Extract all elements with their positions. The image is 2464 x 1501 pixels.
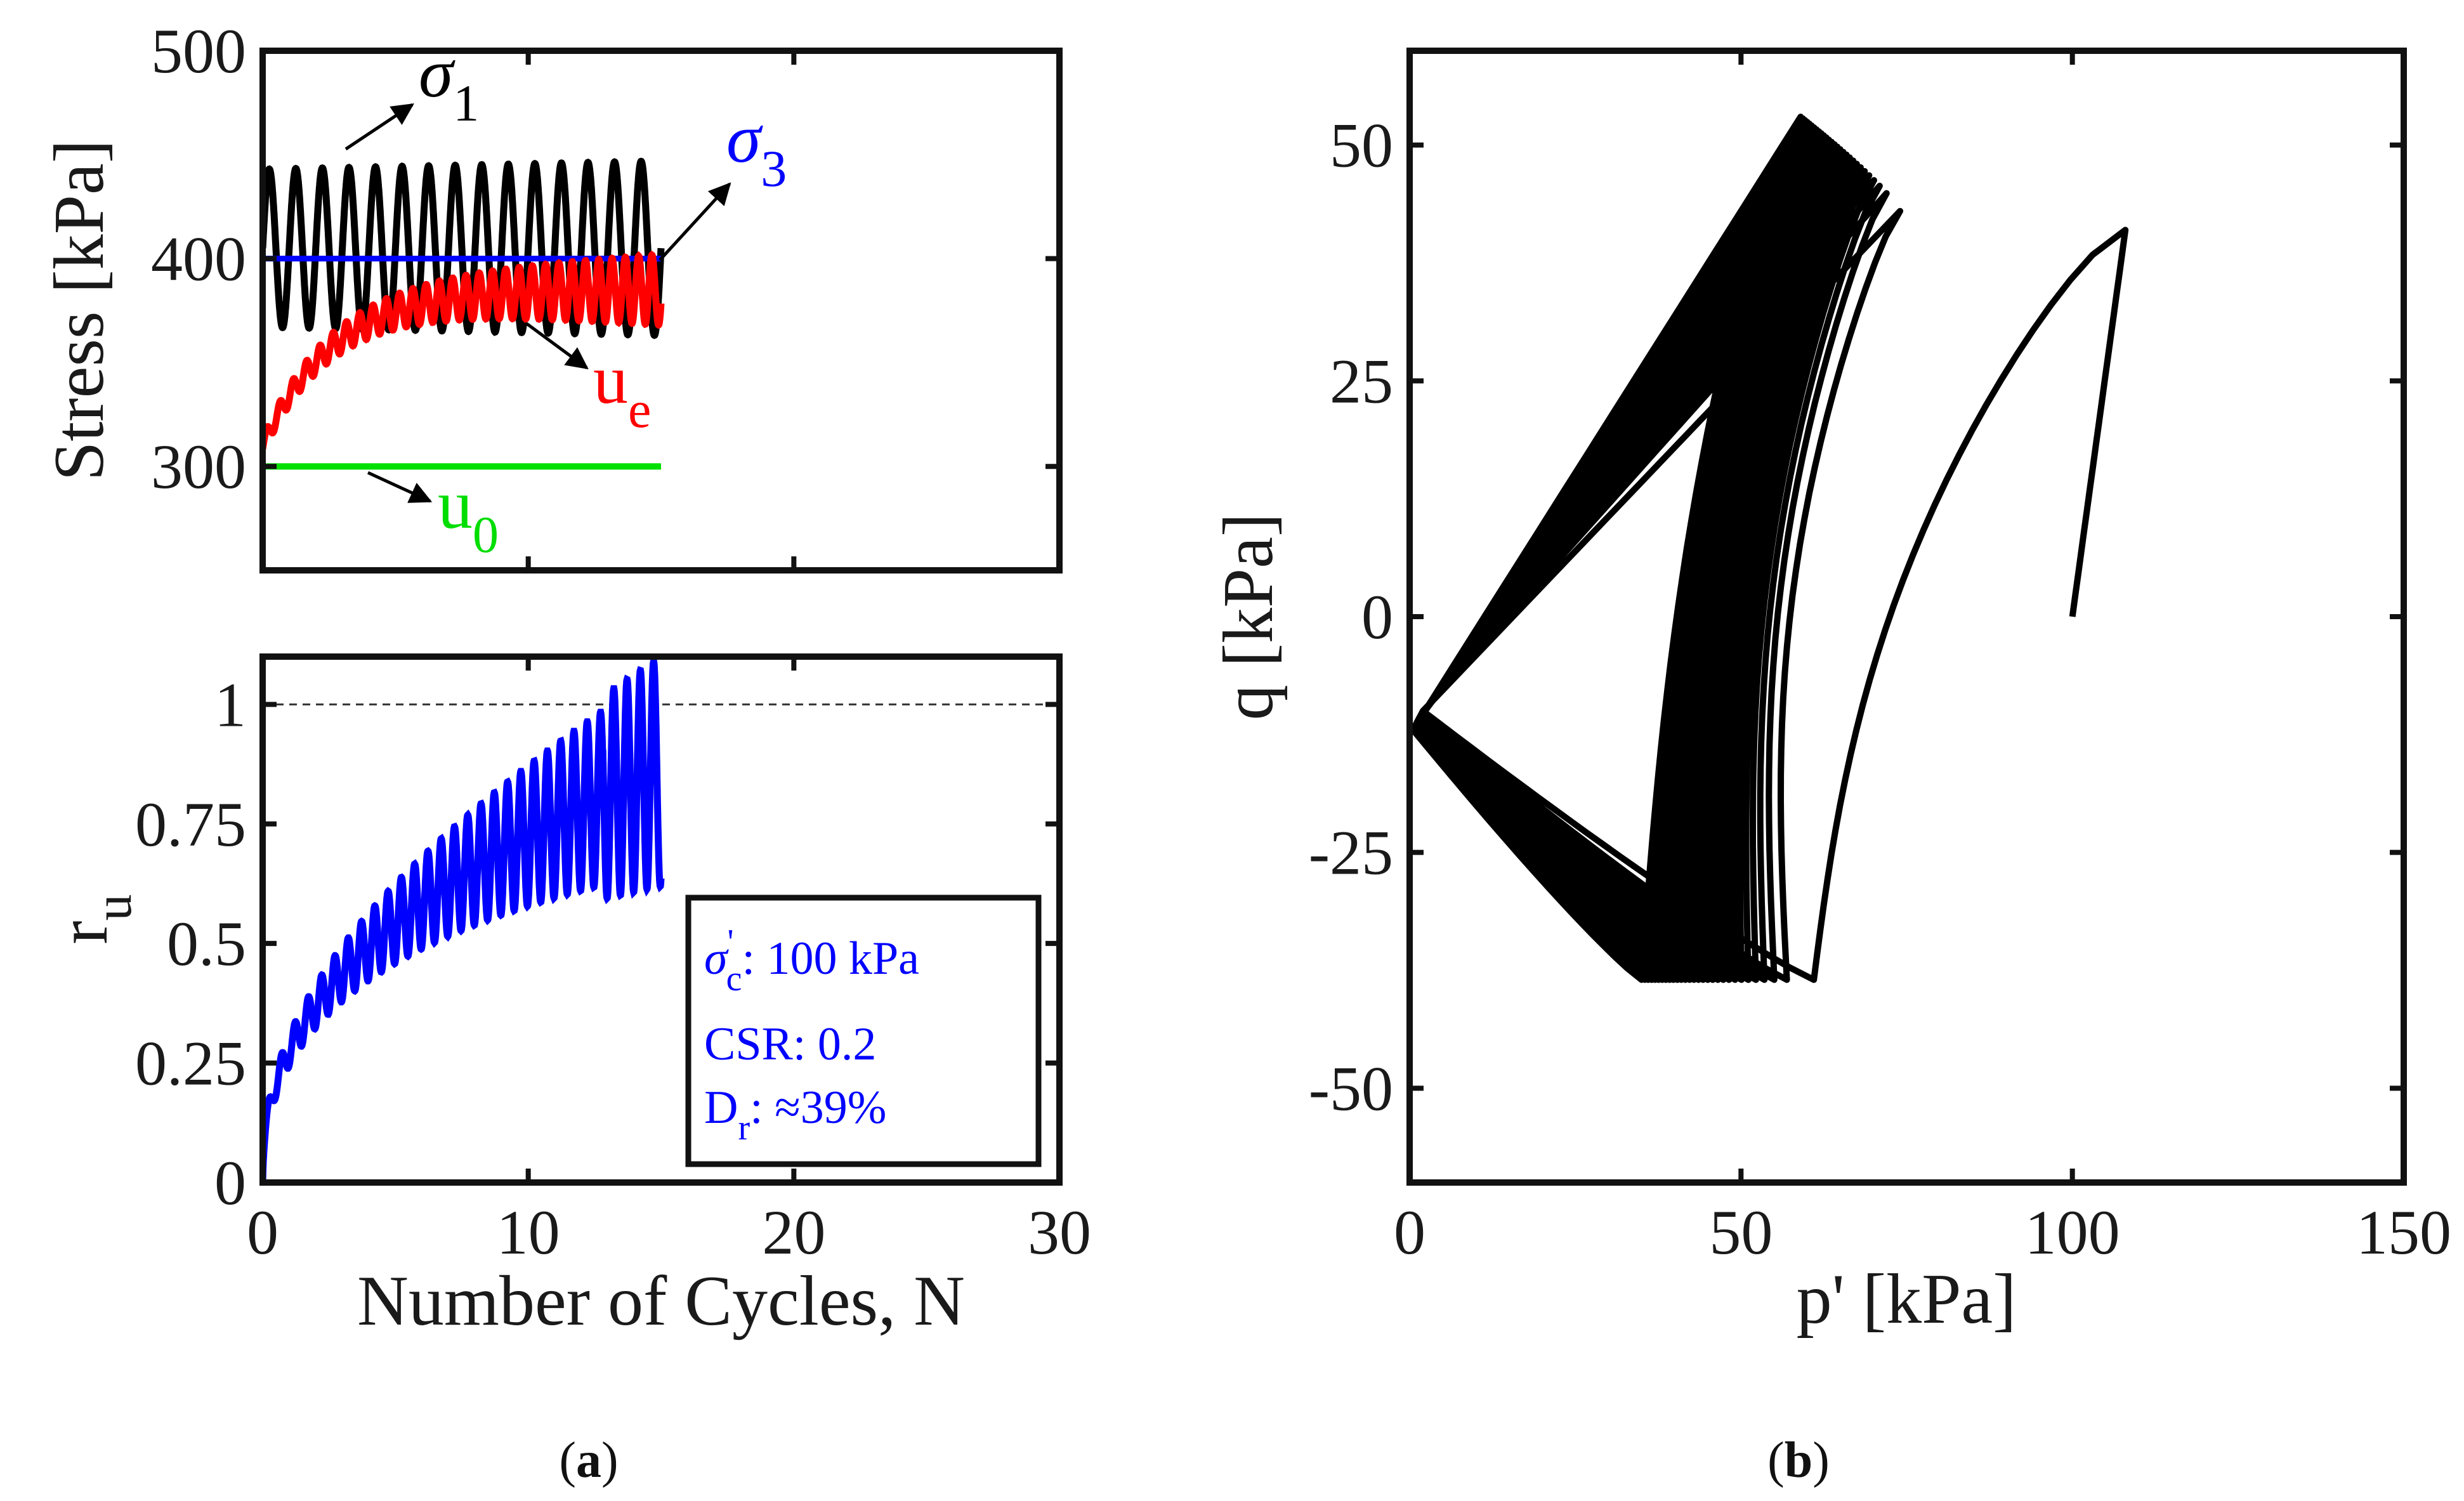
ru-line xyxy=(263,658,665,1183)
b-ylabel: q [kPa] xyxy=(1209,513,1288,721)
bottom-xtick-label: 30 xyxy=(1028,1197,1091,1268)
legend-line-1: σ' c: 100 kPa xyxy=(704,922,919,999)
b-xtick-label: 50 xyxy=(1709,1197,1773,1268)
legend-box xyxy=(685,895,1042,1167)
legend-line-3: Dr: ≈39% xyxy=(704,1082,886,1148)
b-ytick-label: -25 xyxy=(1309,818,1393,888)
sigma1-label: σ1 xyxy=(419,34,479,132)
bottom-xtick-label: 10 xyxy=(497,1197,560,1268)
b-ytick-label: 0 xyxy=(1361,582,1393,652)
sigma1-line xyxy=(263,157,665,339)
sigma3-label: σ3 xyxy=(726,100,787,197)
top-axes-box xyxy=(259,48,1063,574)
u0-label: u0 xyxy=(438,466,499,563)
ue-label: ue xyxy=(593,341,651,438)
b-xtick-label: 100 xyxy=(2025,1197,2120,1268)
top-ytick-label: 500 xyxy=(151,16,246,86)
stress-path-group xyxy=(1410,114,2129,983)
ue-annotation: ue xyxy=(525,322,651,438)
b-xtick-label: 150 xyxy=(2356,1197,2451,1268)
bottom-xtick-label: 20 xyxy=(762,1197,825,1268)
b-xlabel: p' [kPa] xyxy=(1797,1260,2017,1339)
b-ticks: -50 -25 0 25 50 0 50 100 150 xyxy=(1309,51,2451,1268)
bottom-ytick-label: 1 xyxy=(214,669,246,740)
b-axes-box xyxy=(1406,48,2407,1186)
ue-arrow xyxy=(525,322,589,370)
bottom-ytick-label: 0.75 xyxy=(135,789,246,860)
b-ytick-label: -50 xyxy=(1309,1053,1393,1124)
top-ticks: 300 400 500 xyxy=(151,16,1062,570)
sigma1-annotation: σ1 xyxy=(344,34,479,151)
bottom-ytick-label: 0.5 xyxy=(167,908,246,979)
conditions-legend: σ' c: 100 kPa CSR: 0.2 Dr: ≈39% xyxy=(685,895,1042,1167)
panel-b: -50 -25 0 25 50 0 50 100 150 p' [kPa] q [kPa] xyxy=(1209,48,2451,1339)
bottom-xtick-label: 0 xyxy=(247,1197,279,1268)
bottom-ylabel: ru xyxy=(44,894,143,944)
bottom-xlabel: Number of Cycles, N xyxy=(357,1262,965,1340)
top-ytick-label: 400 xyxy=(151,224,246,294)
top-series-group xyxy=(263,157,665,470)
top-ylabel: Stress [kPa] xyxy=(40,140,119,481)
bottom-series-group xyxy=(263,658,665,1183)
sigma3-arrow xyxy=(659,182,731,261)
caption-b: (b) xyxy=(1767,1432,1830,1488)
bottom-ytick-label: 0 xyxy=(214,1148,246,1218)
u0-annotation: u0 xyxy=(367,466,499,563)
sigma3-annotation: σ3 xyxy=(659,100,787,261)
legend-line-2: CSR: 0.2 xyxy=(704,1018,876,1070)
ue-line xyxy=(263,251,665,450)
caption-a: (a) xyxy=(559,1432,618,1488)
b-ytick-label: 25 xyxy=(1330,346,1393,416)
u0-arrow xyxy=(367,471,433,503)
bottom-axes-box xyxy=(259,653,1063,1186)
top-ytick-label: 300 xyxy=(151,431,246,502)
b-ytick-label: 50 xyxy=(1330,110,1393,181)
bottom-ytick-label: 0.25 xyxy=(135,1028,246,1099)
stress-path-line xyxy=(1410,114,2129,983)
panel-a-top: 300 400 500 Stress [kPa] σ1 σ3 ue u0 xyxy=(40,16,1063,574)
sigma1-arrow xyxy=(344,103,414,151)
b-xtick-label: 0 xyxy=(1394,1197,1425,1268)
